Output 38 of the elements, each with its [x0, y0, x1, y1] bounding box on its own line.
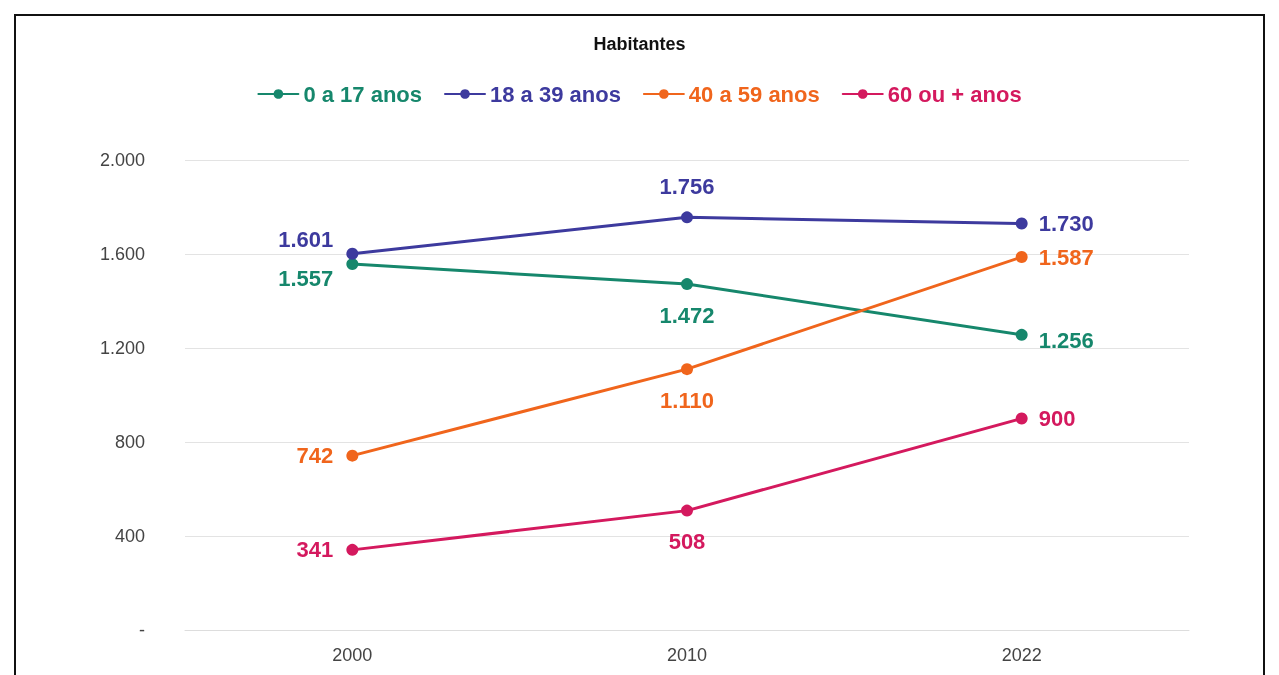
data-label: 1.110	[660, 387, 714, 413]
point	[1015, 217, 1028, 230]
x-tick-label: 2000	[332, 645, 373, 665]
point	[346, 543, 359, 556]
data-label: 1.472	[659, 302, 715, 328]
chart-title: Habitantes	[593, 34, 686, 54]
point	[1015, 328, 1028, 341]
legend-label: 0 a 17 anos	[303, 81, 423, 107]
data-label: 1.256	[1038, 328, 1094, 354]
x-tick-label: 2010	[666, 645, 708, 665]
data-label: 1.557	[278, 265, 334, 291]
y-tick-label: 800	[114, 432, 145, 452]
data-label: 900	[1038, 406, 1076, 431]
point	[346, 449, 359, 462]
point	[346, 258, 359, 271]
legend-label: 18 a 39 anos	[490, 81, 621, 107]
data-label: 508	[668, 529, 706, 555]
legend-label: 60 ou + anos	[887, 81, 1022, 107]
data-label: 1.756	[659, 173, 715, 199]
data-label: 742	[296, 443, 334, 469]
y-tick-label: -	[139, 620, 145, 640]
point	[1015, 251, 1028, 264]
point	[681, 211, 693, 224]
point	[681, 504, 693, 517]
data-label: 1.730	[1038, 210, 1094, 236]
point	[346, 247, 359, 260]
point	[1015, 412, 1028, 425]
y-tick-label: 400	[114, 526, 145, 546]
data-label: 1.601	[278, 227, 334, 253]
y-tick-label: 2.000	[99, 150, 145, 170]
point	[681, 363, 693, 376]
data-label: 341	[296, 537, 334, 563]
y-tick-label: 1.600	[99, 244, 145, 264]
point	[681, 278, 693, 291]
y-tick-label: 1.200	[99, 338, 145, 358]
x-tick-label: 2022	[1001, 645, 1042, 665]
legend-label: 40 a 59 anos	[688, 81, 820, 107]
data-label: 1.587	[1038, 244, 1094, 270]
